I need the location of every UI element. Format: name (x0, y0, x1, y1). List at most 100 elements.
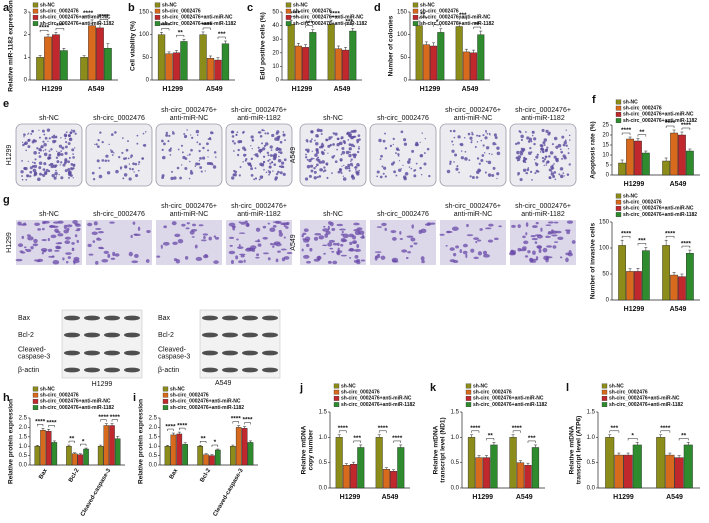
cell (352, 240, 357, 244)
y-tick-label: 0.0 (149, 463, 158, 469)
significance-bracket (305, 25, 314, 28)
colony (118, 156, 121, 159)
x-tick-label: A549 (516, 494, 533, 501)
y-tick-label: 1.5 (149, 434, 158, 440)
bar (516, 462, 525, 489)
colony (482, 134, 485, 137)
cell (399, 237, 403, 240)
cell (517, 224, 521, 229)
cell (477, 251, 483, 256)
colony (321, 160, 325, 164)
cell (376, 226, 383, 228)
condition-label: sh-circ_0002476 (93, 115, 145, 122)
cell (538, 248, 542, 254)
colony (489, 134, 491, 136)
colony (60, 176, 64, 180)
error-bar (511, 434, 515, 438)
cell (314, 233, 322, 236)
colony (31, 140, 35, 144)
error-bar (664, 157, 668, 161)
cell (479, 228, 483, 231)
cell (278, 232, 283, 237)
cell (510, 249, 514, 254)
colony (449, 162, 452, 166)
colony (38, 129, 40, 131)
micrograph (86, 220, 152, 265)
cell (531, 225, 538, 228)
colony (554, 178, 557, 181)
colony (184, 157, 188, 160)
y-tick-label: 0 (404, 78, 408, 84)
cell (64, 240, 71, 245)
colony (68, 156, 71, 159)
cell (358, 230, 365, 235)
colony (313, 166, 316, 170)
condition-label: sh-circ_0002476+ (161, 203, 217, 210)
colony (520, 149, 525, 153)
colony (135, 174, 139, 178)
colony (542, 159, 545, 163)
blot-band (104, 332, 120, 338)
colony (343, 141, 347, 144)
colony (173, 176, 177, 180)
colony (233, 142, 236, 145)
error-bar (167, 51, 171, 54)
cell (87, 222, 93, 227)
colony (569, 139, 571, 141)
cell (566, 230, 571, 235)
cell (548, 236, 551, 238)
error-bar (216, 448, 220, 450)
error-bar (680, 273, 684, 277)
significance-label: * (82, 438, 85, 445)
error-bar (351, 28, 355, 32)
colony (260, 164, 262, 166)
cell (277, 250, 281, 253)
colony (259, 152, 262, 154)
error-bar (680, 131, 684, 135)
legend-label: sh-circ_0002476+anti-miR-1182 (40, 21, 114, 27)
error-bar (248, 440, 252, 443)
x-tick-label: H1299 (624, 306, 645, 313)
colony (460, 156, 464, 160)
cell (71, 247, 75, 250)
colony (69, 137, 72, 140)
colony (520, 138, 524, 142)
colony (563, 141, 567, 145)
significance-bracket (637, 243, 647, 246)
colony (553, 136, 558, 141)
cell (498, 225, 502, 228)
legend-swatch (412, 21, 419, 26)
cell (23, 222, 27, 226)
cell (348, 248, 355, 252)
error-bar (216, 57, 220, 61)
cell (532, 250, 536, 255)
significance-bracket (176, 34, 185, 38)
significance-label: *** (638, 238, 646, 245)
error-bar (73, 452, 77, 454)
x-tick-label: Bcl-2 (200, 467, 213, 483)
colony (250, 135, 254, 139)
significance-label: ** (69, 435, 75, 442)
colony (231, 135, 235, 138)
colony (128, 163, 131, 165)
blot-band (124, 315, 140, 321)
colony (519, 178, 523, 182)
colony (254, 177, 258, 180)
y-tick-label: 1.0 (319, 435, 328, 441)
colony (354, 168, 357, 171)
cell (339, 228, 346, 231)
significance-label: ** (475, 21, 481, 28)
colony (456, 165, 459, 168)
colony (478, 134, 481, 138)
colony (548, 155, 551, 158)
cell (337, 242, 340, 247)
cell (473, 256, 479, 260)
colony (64, 137, 67, 140)
colony (207, 149, 210, 152)
colony (517, 155, 522, 159)
error-bar (177, 431, 181, 434)
colony (328, 136, 332, 140)
cell (99, 247, 105, 250)
colony (68, 176, 70, 179)
